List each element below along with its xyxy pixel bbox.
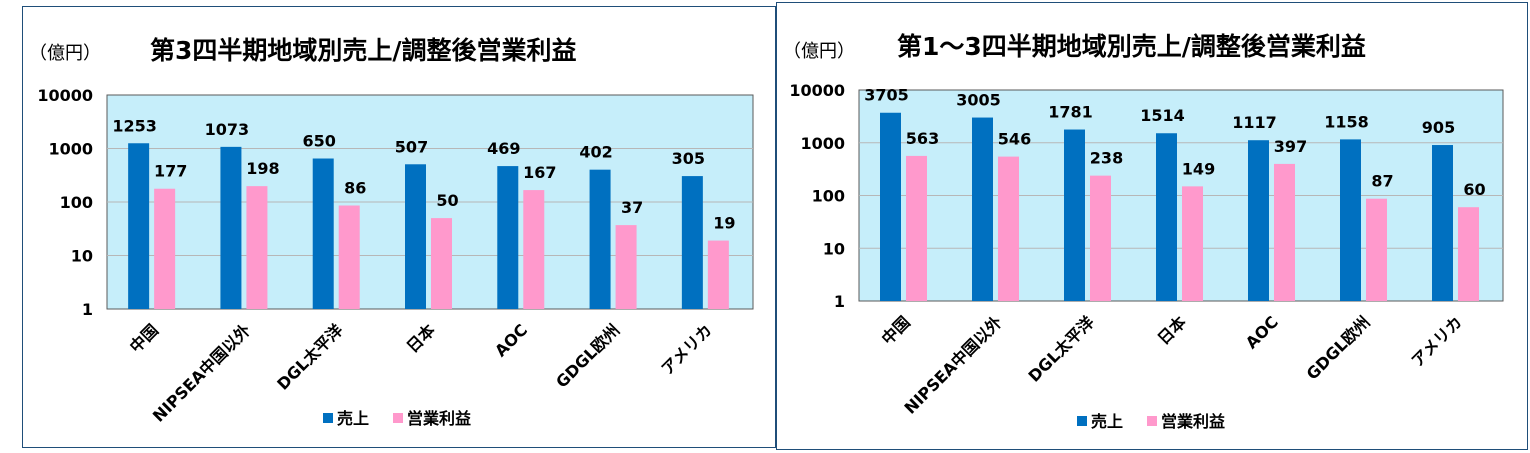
bar bbox=[1340, 139, 1361, 301]
bar bbox=[338, 205, 360, 309]
y-tick-label: 100 bbox=[812, 187, 845, 206]
bar bbox=[431, 218, 452, 309]
legend-swatch bbox=[393, 413, 403, 423]
bar bbox=[1090, 175, 1111, 301]
x-tick-label: 中国 bbox=[126, 320, 162, 356]
bar bbox=[1458, 207, 1479, 301]
data-label: 86 bbox=[344, 179, 366, 198]
bar bbox=[246, 186, 268, 309]
bar bbox=[154, 188, 176, 309]
chart-title: 第3四半期地域別売上/調整後営業利益 bbox=[150, 36, 577, 65]
y-tick-label: 1000 bbox=[800, 134, 845, 153]
bar bbox=[906, 155, 927, 301]
legend-label: 売上 bbox=[337, 409, 369, 428]
y-tick-label: 1000 bbox=[48, 140, 93, 159]
data-label: 1158 bbox=[1324, 112, 1369, 131]
bar bbox=[998, 156, 1019, 301]
bar bbox=[681, 176, 703, 309]
data-label: 3005 bbox=[956, 91, 1001, 110]
bar bbox=[497, 166, 519, 309]
x-tick-label: AOC bbox=[491, 320, 531, 360]
x-tick-label: GDGL欧州 bbox=[552, 320, 623, 391]
legend-label: 営業利益 bbox=[407, 409, 471, 428]
x-tick-label: DGL太平洋 bbox=[1025, 312, 1098, 385]
data-label: 87 bbox=[1371, 172, 1393, 191]
x-tick-label: アメリカ bbox=[658, 320, 716, 378]
chart-panel-q1-q3: （億円） 第1～3四半期地域別売上/調整後営業利益 1 10 100 1000 1000… bbox=[776, 2, 1528, 450]
data-label: 546 bbox=[998, 130, 1031, 149]
bar bbox=[220, 146, 242, 309]
bar bbox=[128, 143, 150, 309]
data-label: 397 bbox=[1274, 137, 1307, 156]
y-unit-label: （億円） bbox=[783, 41, 855, 62]
bar bbox=[1432, 145, 1453, 301]
legend-label: 営業利益 bbox=[1161, 412, 1225, 431]
data-label: 305 bbox=[672, 149, 705, 168]
bar bbox=[312, 158, 334, 309]
data-label: 37 bbox=[621, 198, 643, 217]
x-tick-label: DGL太平洋 bbox=[273, 320, 346, 393]
bar bbox=[1248, 140, 1269, 301]
data-label: 167 bbox=[523, 163, 556, 182]
bar bbox=[1182, 186, 1203, 301]
y-tick-label: 100 bbox=[60, 193, 93, 212]
bar bbox=[972, 117, 993, 301]
data-label: 402 bbox=[579, 143, 612, 162]
bar bbox=[1064, 129, 1085, 301]
legend-swatch bbox=[1077, 416, 1087, 426]
legend-swatch bbox=[323, 413, 333, 423]
data-label: 1117 bbox=[1232, 113, 1277, 132]
x-tick-label: AOC bbox=[1242, 312, 1282, 352]
x-tick-label: 日本 bbox=[403, 320, 439, 356]
bar bbox=[1366, 198, 1387, 301]
y-tick-label: 10000 bbox=[37, 86, 93, 105]
data-label: 1514 bbox=[1140, 106, 1185, 125]
data-label: 60 bbox=[1463, 180, 1485, 199]
data-label: 1073 bbox=[205, 120, 250, 139]
x-tick-label: NIPSEA中国以外 bbox=[149, 320, 254, 425]
data-label: 905 bbox=[1422, 118, 1455, 137]
x-tick-label: GDGL欧州 bbox=[1303, 312, 1374, 383]
data-label: 563 bbox=[906, 129, 939, 148]
data-label: 198 bbox=[246, 159, 279, 178]
legend-label: 売上 bbox=[1091, 412, 1123, 431]
data-label: 149 bbox=[1182, 159, 1215, 178]
y-unit-label: （億円） bbox=[29, 43, 101, 64]
data-label: 50 bbox=[436, 191, 458, 210]
bar bbox=[523, 190, 545, 309]
bar bbox=[405, 164, 426, 309]
x-tick-label: NIPSEA中国以外 bbox=[901, 312, 1006, 417]
data-label: 507 bbox=[395, 137, 428, 156]
data-label: 469 bbox=[487, 139, 520, 158]
y-tick-label: 1 bbox=[82, 300, 93, 319]
bar bbox=[1274, 163, 1295, 301]
data-label: 1253 bbox=[112, 116, 157, 135]
bar bbox=[589, 169, 611, 309]
chart-title: 第1～3四半期地域別売上/調整後営業利益 bbox=[897, 32, 1366, 61]
data-label: 19 bbox=[713, 214, 735, 233]
y-tick-label: 10 bbox=[71, 247, 93, 266]
data-label: 1781 bbox=[1048, 103, 1093, 122]
bar bbox=[880, 112, 901, 301]
data-label: 238 bbox=[1090, 149, 1123, 168]
chart-q1-q3: 1 10 100 1000 10000 3705 563 中国 3005 546 NIPSEA中国以… bbox=[789, 81, 1504, 431]
y-tick-label: 1 bbox=[834, 292, 845, 311]
bar bbox=[707, 240, 729, 309]
chart-q3: 1 10 100 1000 10000 1253 177 中国 1073 198 NIPSEA中国以… bbox=[37, 86, 754, 428]
data-label: 3705 bbox=[864, 86, 909, 105]
chart-panel-q3: （億円） 第3四半期地域別売上/調整後営業利益 1 10 100 1000 10000 1… bbox=[22, 6, 776, 448]
y-tick-label: 10 bbox=[823, 239, 845, 258]
data-label: 650 bbox=[303, 132, 336, 151]
x-tick-label: アメリカ bbox=[1408, 312, 1466, 370]
bar bbox=[1156, 133, 1177, 301]
bar bbox=[615, 225, 637, 309]
x-tick-label: 日本 bbox=[1154, 312, 1190, 348]
y-tick-label: 10000 bbox=[789, 81, 845, 100]
x-tick-label: 中国 bbox=[878, 312, 914, 348]
data-label: 177 bbox=[154, 162, 187, 181]
legend-swatch bbox=[1147, 416, 1157, 426]
